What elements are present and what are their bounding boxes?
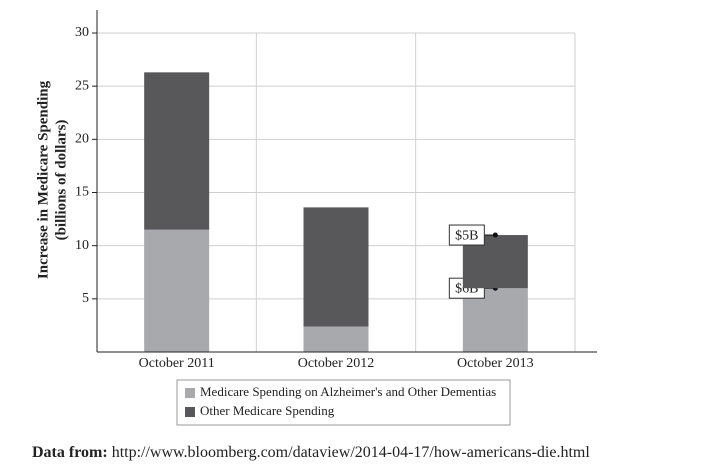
y-label-line: Increase in Medicare Spending bbox=[35, 80, 51, 279]
x-tick-label: October 2012 bbox=[298, 356, 375, 371]
data-label: $5B bbox=[455, 228, 478, 243]
source-label: Data from: bbox=[32, 444, 108, 461]
source: Data from: http://www.bloomberg.com/datav… bbox=[32, 444, 590, 461]
bar-segment bbox=[144, 72, 210, 230]
y-tick-label: 20 bbox=[75, 132, 89, 147]
x-tick-label: October 2011 bbox=[139, 356, 215, 371]
legend-swatch bbox=[185, 388, 195, 398]
legend-label: Medicare Spending on Alzheimer's and Oth… bbox=[200, 384, 496, 399]
bar-segment bbox=[462, 288, 528, 352]
y-axis-title: Increase in Medicare Spending (billions … bbox=[35, 80, 69, 279]
bar-segment bbox=[303, 326, 369, 352]
y-tick-label: 10 bbox=[75, 238, 89, 253]
source-url: http://www.bloomberg.com/dataview/2014-0… bbox=[112, 444, 591, 461]
y-tick-label: 25 bbox=[75, 78, 89, 93]
label-box bbox=[448, 224, 485, 246]
legend-swatch bbox=[185, 407, 195, 417]
bar-segment bbox=[144, 229, 210, 352]
legend-box bbox=[176, 379, 511, 426]
y-tick-label: 15 bbox=[75, 185, 89, 200]
legend-label: Other Medicare Spending bbox=[200, 403, 335, 418]
y-label-line: (billions of dollars) bbox=[53, 120, 69, 241]
y-tick-label: 30 bbox=[75, 25, 89, 40]
y-tick-label: 5 bbox=[82, 291, 89, 306]
x-tick-label: October 2013 bbox=[457, 356, 534, 371]
bar-segment bbox=[303, 207, 369, 327]
